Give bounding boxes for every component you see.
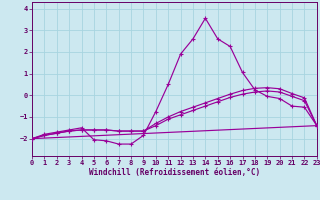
X-axis label: Windchill (Refroidissement éolien,°C): Windchill (Refroidissement éolien,°C)	[89, 168, 260, 177]
